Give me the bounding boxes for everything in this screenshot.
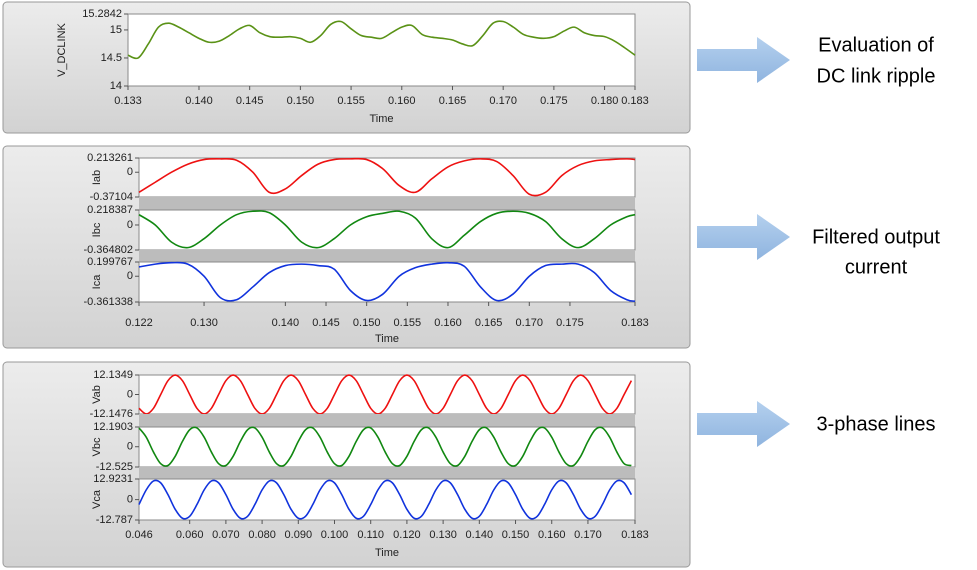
x-tick-label: 0.180 (591, 95, 619, 107)
x-tick-label: 0.160 (388, 95, 416, 107)
y-tick-label: -0.37104 (90, 191, 133, 203)
x-tick-label: 0.175 (540, 95, 568, 107)
x-tick-label: 0.165 (439, 95, 467, 107)
x-tick-label: 0.140 (466, 529, 494, 541)
annotation: Evaluation of (818, 34, 934, 56)
y-tick-label: 15 (110, 24, 122, 36)
y-tick-label: 14 (110, 80, 122, 92)
data-line (138, 479, 633, 520)
x-tick-label: 0.170 (574, 529, 602, 541)
x-tick-label: 0.170 (516, 317, 544, 329)
x-tick-label: 0.140 (272, 317, 300, 329)
x-tick-label: 0.150 (287, 95, 315, 107)
data-line (138, 157, 636, 197)
x-tick-label: 0.120 (393, 529, 421, 541)
x-tick-label: 0.160 (538, 529, 566, 541)
x-tick-label: 0.155 (337, 95, 365, 107)
y-axis-label: Vca (91, 489, 103, 509)
plot-area (138, 261, 636, 303)
annotation: 3-phase lines (817, 413, 936, 435)
y-tick-label: 12.1903 (93, 421, 133, 433)
y-axis-label: Ibc (91, 222, 103, 237)
x-tick-label: 0.183 (621, 95, 649, 107)
plot-separator (139, 250, 635, 262)
y-tick-label: 0 (127, 441, 133, 453)
plot-separator (139, 197, 635, 210)
y-tick-label: 12.1349 (93, 369, 133, 381)
x-tick-label: 0.140 (185, 95, 213, 107)
x-axis-label: Time (375, 333, 399, 345)
plot-separator (139, 467, 635, 479)
y-tick-label: 0 (127, 270, 133, 282)
arrow (697, 401, 790, 447)
y-tick-label: 0.218387 (87, 204, 133, 216)
y-tick-label: 0 (127, 166, 133, 178)
plot-area (138, 374, 636, 415)
annotation: current (845, 256, 908, 278)
plot-area (138, 426, 636, 468)
y-tick-label: 0 (127, 494, 133, 506)
x-tick-label: 0.150 (353, 317, 381, 329)
x-tick-label: 0.160 (434, 317, 462, 329)
annotation: Filtered output (812, 226, 940, 248)
y-tick-label: 12.9231 (93, 473, 133, 485)
x-tick-label: 0.150 (502, 529, 530, 541)
y-axis-label: Vab (91, 385, 103, 404)
x-tick-label: 0.080 (248, 529, 276, 541)
arrows (697, 37, 790, 447)
y-axis-label: V_DCLINK (56, 22, 68, 76)
annotation: DC link ripple (817, 65, 936, 87)
data-line (138, 210, 636, 249)
x-tick-label: 0.110 (357, 529, 384, 541)
y-axis-label: Ica (91, 274, 103, 290)
y-tick-label: -0.364802 (83, 244, 133, 256)
y-tick-label: -12.787 (96, 514, 133, 526)
y-tick-label: 0 (127, 219, 133, 231)
data-line (138, 261, 636, 302)
data-line (138, 374, 633, 415)
x-tick-label: 0.046 (125, 529, 153, 541)
y-tick-label: -12.1476 (90, 408, 133, 420)
x-tick-label: 0.090 (285, 529, 313, 541)
y-tick-label: -12.525 (96, 461, 133, 473)
y-axis-label: Iab (91, 170, 103, 185)
x-tick-label: 0.070 (212, 529, 240, 541)
x-tick-label: 0.130 (190, 317, 218, 329)
x-tick-label: 0.145 (236, 95, 264, 107)
y-tick-label: -0.361338 (83, 296, 133, 308)
x-tick-label: 0.155 (394, 317, 422, 329)
x-tick-label: 0.100 (321, 529, 349, 541)
plot-area (138, 478, 636, 521)
arrow (697, 214, 790, 260)
plot-area (138, 157, 636, 198)
x-tick-label: 0.175 (556, 317, 584, 329)
plot-area (138, 209, 636, 251)
x-tick-label: 0.133 (114, 95, 142, 107)
y-axis-label: Vbc (91, 437, 103, 456)
x-tick-label: 0.060 (176, 529, 204, 541)
y-tick-label: 0 (127, 388, 133, 400)
y-tick-label: 15.2842 (82, 8, 122, 20)
data-line (127, 20, 636, 60)
y-tick-label: 0.199767 (87, 256, 133, 268)
x-axis-label: Time (375, 547, 399, 559)
x-tick-label: 0.170 (489, 95, 517, 107)
x-tick-label: 0.130 (429, 529, 457, 541)
x-tick-label: 0.145 (312, 317, 340, 329)
y-tick-label: 14.5 (101, 52, 122, 64)
x-tick-label: 0.122 (125, 317, 153, 329)
arrow (697, 37, 790, 83)
plot-separator (139, 414, 635, 427)
x-axis-label: Time (369, 113, 393, 125)
x-tick-label: 0.183 (621, 317, 649, 329)
y-tick-label: 0.213261 (87, 152, 133, 164)
data-line (138, 426, 632, 467)
x-tick-label: 0.165 (475, 317, 503, 329)
plot-area (127, 13, 636, 87)
x-tick-label: 0.183 (621, 529, 649, 541)
